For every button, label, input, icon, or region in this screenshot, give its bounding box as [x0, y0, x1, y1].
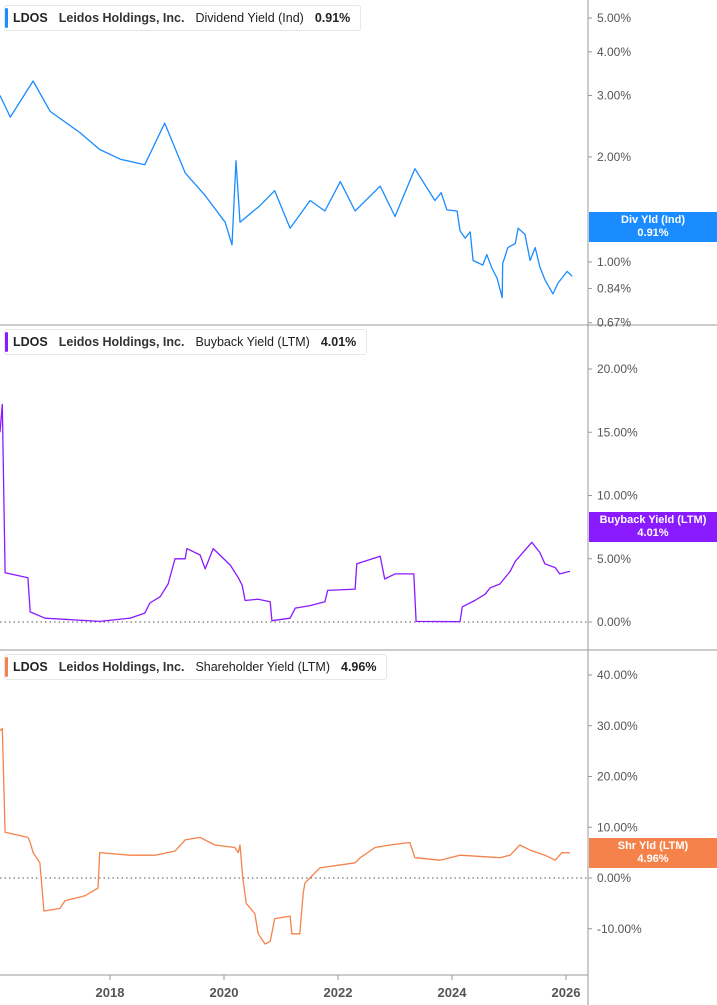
y-tick-label: 2.00%: [597, 150, 631, 164]
y-tick-label: 20.00%: [597, 770, 638, 784]
legend-company: Leidos Holdings, Inc.: [58, 11, 185, 25]
legend-ticker: LDOS: [13, 11, 48, 25]
flag-dividend-yield: Div Yld (Ind) 0.91%: [589, 212, 717, 242]
legend-ticker: LDOS: [13, 335, 48, 349]
flag-value: 0.91%: [637, 227, 669, 239]
legend-buyback-yield: LDOS Leidos Holdings, Inc. Buyback Yield…: [4, 329, 368, 355]
legend-ticker: LDOS: [13, 660, 48, 674]
legend-dividend-yield: LDOS Leidos Holdings, Inc. Dividend Yiel…: [4, 5, 362, 31]
legend-shareholder-yield: LDOS Leidos Holdings, Inc. Shareholder Y…: [4, 654, 388, 680]
legend-value: 4.96%: [341, 660, 377, 674]
series-color-marker: [5, 332, 8, 352]
y-tick-label: 3.00%: [597, 88, 631, 102]
y-tick-label: 0.00%: [597, 615, 631, 629]
legend-value: 0.91%: [314, 11, 351, 25]
y-tick-label: 20.00%: [597, 362, 638, 376]
flag-shareholder-yield: Shr Yld (LTM) 4.96%: [589, 838, 717, 868]
flag-label: Div Yld (Ind): [621, 214, 685, 226]
y-tick-label: 10.00%: [597, 489, 638, 503]
y-tick-label: 5.00%: [597, 552, 631, 566]
legend-metric: Shareholder Yield (LTM): [195, 660, 330, 674]
panel-3: 40.00% 30.00% 20.00% 10.00% 0.00% -10.00%: [0, 668, 642, 945]
flag-value: 4.01%: [637, 527, 669, 539]
y-tick-label: 0.67%: [597, 316, 631, 330]
x-tick-label: 2020: [210, 985, 239, 1000]
x-tick-label: 2022: [324, 985, 353, 1000]
legend-metric: Dividend Yield (Ind): [195, 11, 304, 25]
x-tick-label: 2024: [438, 985, 468, 1000]
y-tick-label: 0.00%: [597, 871, 631, 885]
legend-company: Leidos Holdings, Inc.: [58, 335, 185, 349]
panel-1: 5.00% 4.00% 3.00% 2.00% 1.00% 0.84% 0.67%: [0, 11, 631, 330]
y-tick-label: 5.00%: [597, 11, 631, 25]
flag-label: Shr Yld (LTM): [617, 840, 689, 852]
y-tick-label: 4.00%: [597, 45, 631, 59]
flag-buyback-yield: Buyback Yield (LTM) 4.01%: [589, 512, 717, 542]
series-color-marker: [5, 8, 8, 28]
x-tick-label: 2018: [96, 985, 125, 1000]
legend-value: 4.01%: [320, 335, 357, 349]
y-tick-label: 10.00%: [597, 820, 638, 834]
panel-2: 20.00% 15.00% 10.00% 5.00% 0.00%: [0, 362, 638, 629]
y-tick-label: 1.00%: [597, 255, 631, 269]
y-tick-label: 15.00%: [597, 425, 638, 439]
series-line: [0, 403, 571, 623]
y-tick-label: -10.00%: [597, 922, 642, 936]
legend-company: Leidos Holdings, Inc.: [58, 660, 185, 674]
y-tick-label: 40.00%: [597, 668, 638, 682]
y-tick-label: 0.84%: [597, 281, 631, 295]
y-tick-label: 30.00%: [597, 719, 638, 733]
flag-value: 4.96%: [637, 853, 669, 865]
flag-label: Buyback Yield (LTM): [599, 514, 707, 526]
series-line: [0, 80, 573, 299]
series-color-marker: [5, 657, 8, 677]
x-tick-label: 2026: [552, 985, 581, 1000]
legend-metric: Buyback Yield (LTM): [195, 335, 310, 349]
series-line: [0, 727, 571, 945]
